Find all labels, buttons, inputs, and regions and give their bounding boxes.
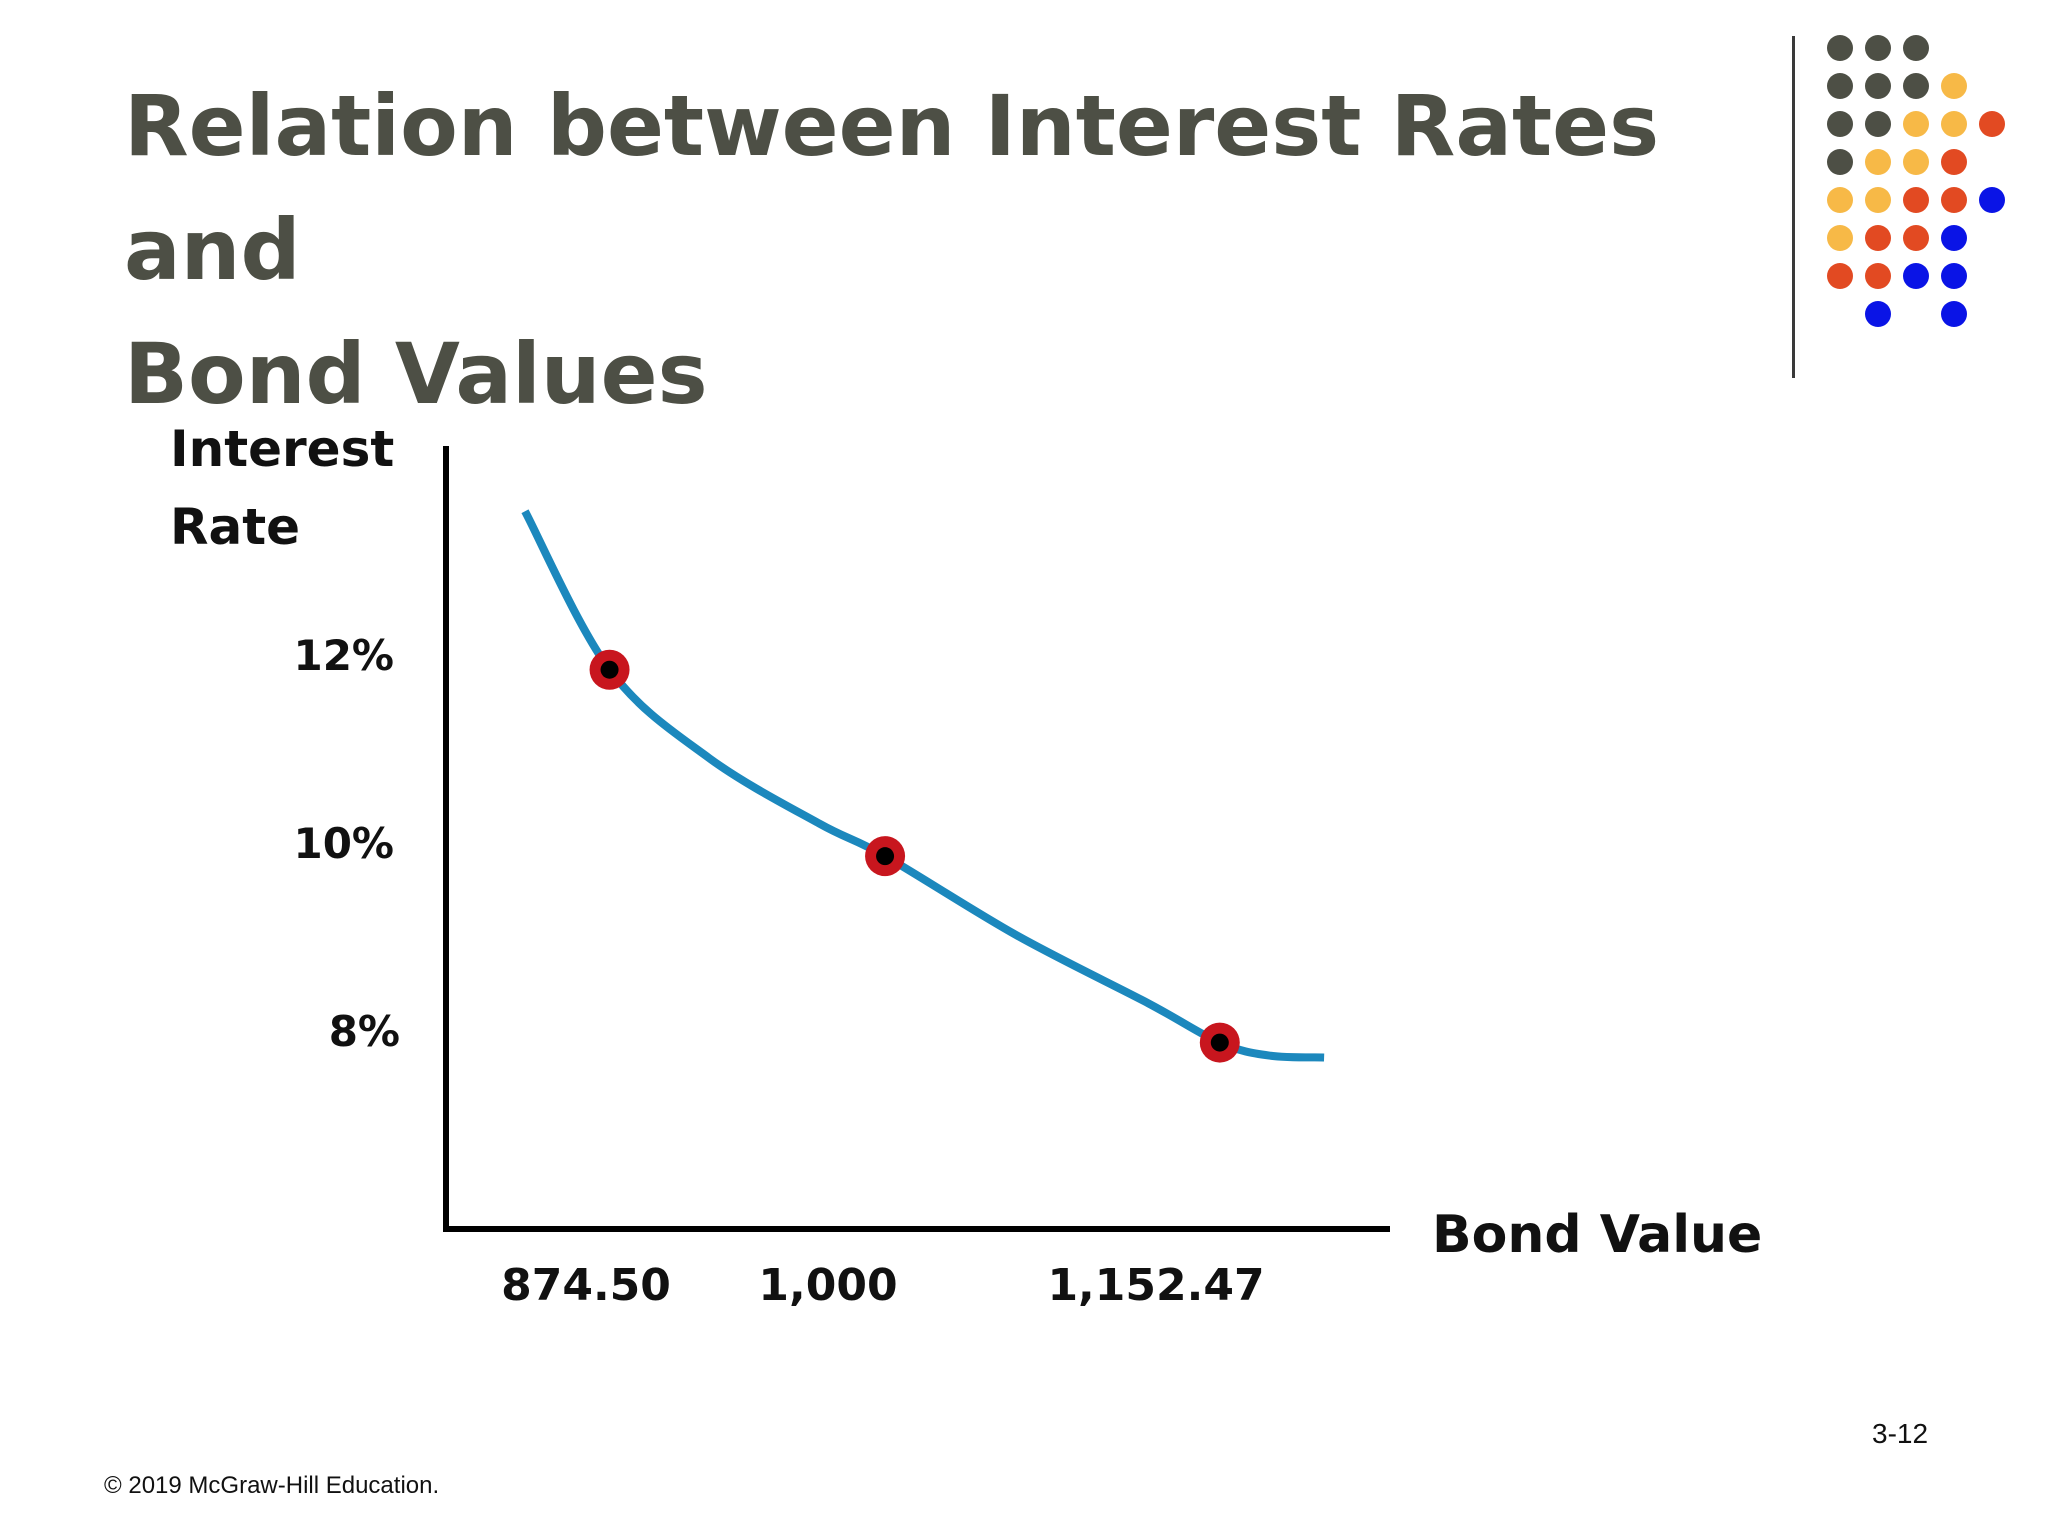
decorative-dot [1903, 187, 1929, 213]
decorative-dot [1903, 111, 1929, 137]
decorative-dot [1827, 225, 1853, 251]
data-point-marker [1199, 1022, 1240, 1063]
slide-title: Relation between Interest Rates and Bond… [124, 64, 1704, 436]
decorative-dot [1941, 225, 1967, 251]
decorative-dot [1941, 111, 1967, 137]
decorative-dot [1979, 111, 2005, 137]
decorative-dot [1979, 187, 2005, 213]
decorative-dot [1865, 35, 1891, 61]
decorative-dot [1903, 225, 1929, 251]
decorative-dot [1865, 149, 1891, 175]
curve-layer [521, 509, 1325, 1062]
decorative-dot [1865, 111, 1891, 137]
y-tick-label-8: 8% [329, 1007, 400, 1056]
decorative-dot [1865, 301, 1891, 327]
decorative-dot [1827, 111, 1853, 137]
x-axis-label: Bond Value [1432, 1205, 1762, 1265]
x-tick-label-1152-47: 1,152.47 [1047, 1260, 1264, 1311]
data-point-marker [865, 836, 906, 877]
title-divider [1792, 36, 1795, 378]
data-point-center [600, 660, 619, 679]
decorative-dot [1903, 73, 1929, 99]
decorative-dot-grid [1827, 35, 2005, 327]
decorative-dot [1827, 263, 1853, 289]
x-tick-label-1000: 1,000 [758, 1260, 897, 1311]
y-tick-label-12: 12% [293, 631, 394, 680]
decorative-dot [1941, 187, 1967, 213]
decorative-dot [1865, 225, 1891, 251]
y-axis-label-line-1: Interest [170, 420, 394, 478]
decorative-dot [1903, 263, 1929, 289]
decorative-dot [1827, 35, 1853, 61]
decorative-dot [1941, 263, 1967, 289]
decorative-dot [1827, 73, 1853, 99]
slide-title-line-1: Relation between Interest Rates and [124, 77, 1660, 299]
page-number: 3-12 [1872, 1418, 1929, 1449]
y-axis-label-line-2: Rate [170, 498, 300, 556]
decorative-dot [1827, 187, 1853, 213]
data-point-marker [589, 649, 630, 690]
slide-title-line-2: Bond Values [124, 325, 708, 423]
decorative-dot [1903, 35, 1929, 61]
decorative-dot [1865, 187, 1891, 213]
x-tick-label-874-50: 874.50 [501, 1260, 671, 1311]
decorative-dot [1941, 149, 1967, 175]
copyright-footer: © 2019 McGraw-Hill Education. [104, 1472, 440, 1499]
decorative-dot [1941, 301, 1967, 327]
data-point-center [876, 847, 895, 866]
data-point-center [1210, 1033, 1229, 1052]
decorative-dot [1903, 149, 1929, 175]
decorative-dot [1941, 73, 1967, 99]
decorative-dot [1865, 73, 1891, 99]
decorative-dot [1865, 263, 1891, 289]
bond-value-curve [521, 509, 1325, 1062]
decorative-dot [1827, 149, 1853, 175]
y-tick-label-10: 10% [293, 819, 394, 868]
marker-layer [589, 649, 1240, 1063]
